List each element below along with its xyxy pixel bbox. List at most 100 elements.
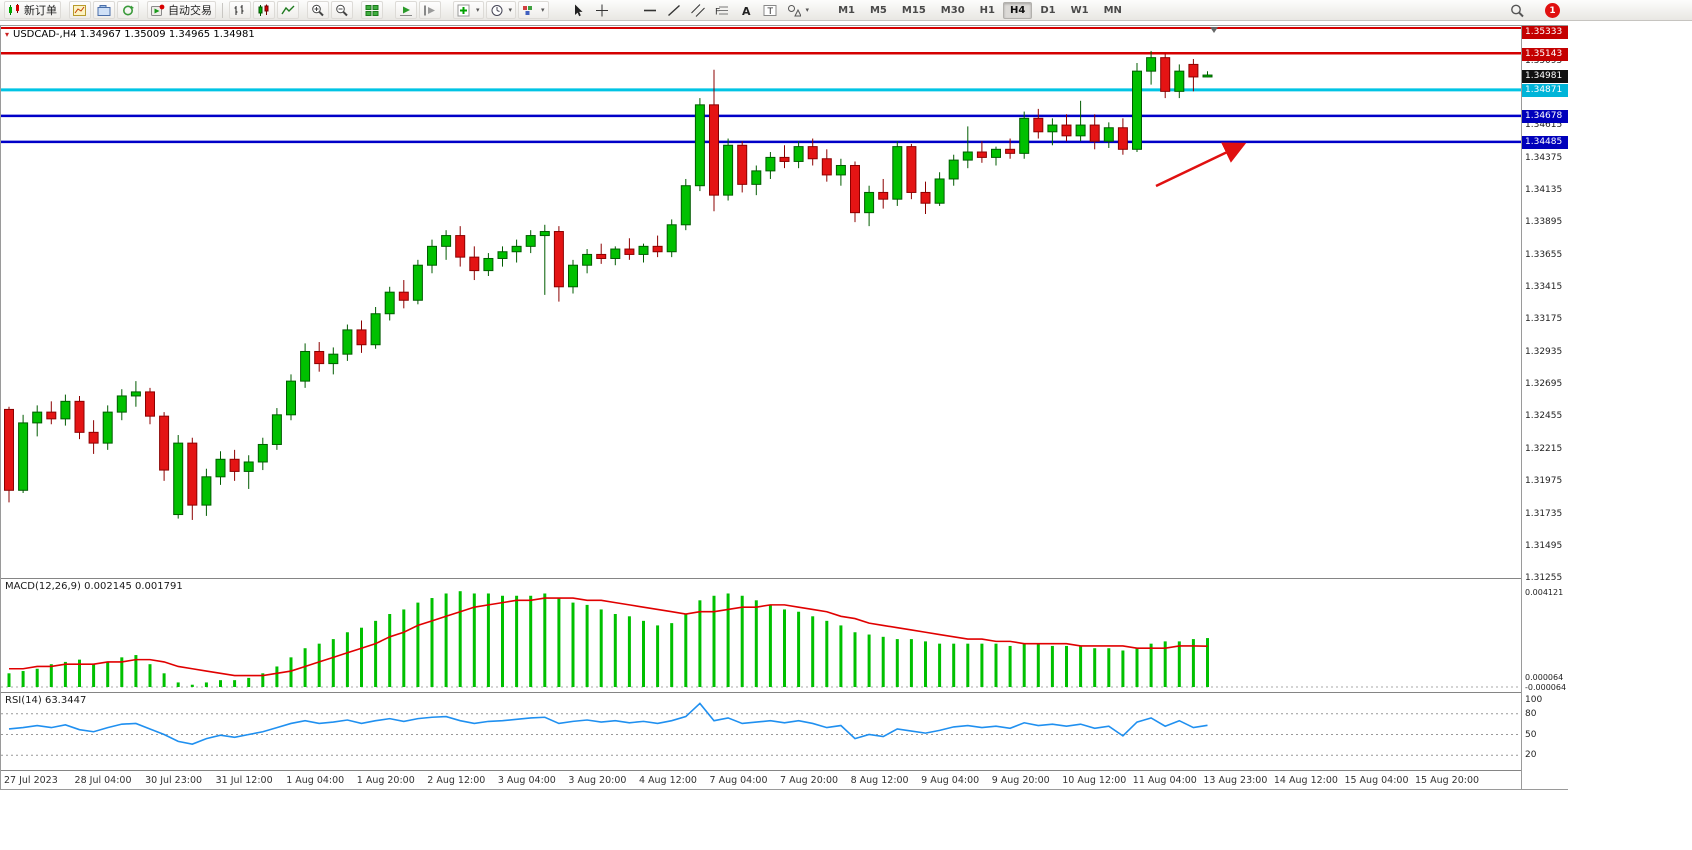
periods-clock-icon — [491, 4, 503, 16]
profiles-button[interactable] — [93, 1, 115, 19]
price-label: 1.31975 — [1525, 476, 1563, 487]
tf-button-m1[interactable]: M1 — [838, 4, 855, 16]
new-order-icon — [9, 4, 19, 15]
horizontal-line-button[interactable] — [639, 1, 661, 19]
price-label: 1.33895 — [1525, 217, 1563, 228]
crosshair-button[interactable] — [591, 1, 613, 19]
rsi-canvas[interactable] — [1, 693, 1521, 769]
candlestick-chart-button[interactable] — [253, 1, 275, 19]
price-axis[interactable]: 1.350951.348551.346151.343751.341351.338… — [1521, 26, 1568, 789]
text-label-button[interactable]: T — [759, 1, 781, 19]
auto-scroll-button[interactable] — [395, 1, 417, 19]
new-chart-button[interactable] — [69, 1, 91, 19]
objects-icon — [787, 4, 801, 16]
tf-button-d1[interactable]: D1 — [1040, 4, 1056, 16]
timeframe-group: M1 M5 M15 M30 H1 H4 D1 W1 MN — [831, 1, 1129, 19]
refresh-icon — [123, 5, 134, 15]
time-label: 28 Jul 04:00 — [74, 775, 132, 786]
search-button[interactable] — [1506, 2, 1529, 20]
time-label: 30 Jul 23:00 — [145, 775, 203, 786]
price-label: 1.34135 — [1525, 185, 1563, 196]
tf-button-h4[interactable]: H4 — [1002, 1, 1033, 19]
price-label: 1.32695 — [1525, 379, 1563, 390]
text-tool-button[interactable]: A — [735, 1, 757, 19]
price-label: 1.33655 — [1525, 249, 1563, 260]
tf-button-h1[interactable]: H1 — [979, 4, 995, 16]
price-label: 1.31735 — [1525, 508, 1563, 519]
time-label: 9 Aug 20:00 — [991, 775, 1050, 786]
cursor-icon — [574, 4, 583, 16]
price-label: 1.34615 — [1525, 120, 1563, 131]
price-label: 1.33175 — [1525, 314, 1563, 325]
autotrading-button[interactable]: 自动交易 — [147, 1, 216, 19]
main-chart-canvas[interactable] — [1, 26, 1521, 577]
macd-panel[interactable]: MACD(12,26,9) 0.002145 0.001791 — [1, 579, 1521, 693]
zoom-in-icon — [312, 4, 324, 16]
tf-button-mn[interactable]: MN — [1103, 4, 1122, 16]
macd-canvas[interactable] — [1, 579, 1521, 691]
autotrading-icon — [151, 4, 165, 16]
price-label: 1.34375 — [1525, 152, 1563, 163]
chart-shift-button[interactable] — [419, 1, 441, 19]
price-label: 1.32455 — [1525, 411, 1563, 422]
rsi-label: RSI(14) 63.3447 — [5, 695, 87, 706]
time-label: 4 Aug 12:00 — [638, 775, 697, 786]
line-chart-button[interactable] — [277, 1, 299, 19]
price-badge: 1.34678 — [1522, 110, 1568, 124]
time-label: 7 Aug 20:00 — [780, 775, 839, 786]
tf-button-m5[interactable]: M5 — [869, 4, 887, 16]
trendline-button[interactable] — [663, 1, 685, 19]
new-order-button[interactable]: 新订单 — [4, 1, 61, 19]
zoom-out-button[interactable] — [331, 1, 353, 19]
rsi-axis-label: 50 — [1525, 729, 1537, 740]
templates-icon — [523, 5, 533, 15]
tf-button-w1[interactable]: W1 — [1070, 4, 1089, 16]
chart-window: ▾ USDCAD-,H4 1.34967 1.35009 1.34965 1.3… — [0, 25, 1568, 790]
indicators-icon — [457, 4, 470, 16]
line-chart-icon — [281, 5, 295, 14]
svg-text:T: T — [766, 7, 773, 17]
bar-chart-button[interactable] — [229, 1, 251, 19]
time-label: 27 Jul 2023 — [4, 775, 58, 786]
zoom-in-button[interactable] — [307, 1, 329, 19]
price-badge: 1.34981 — [1522, 69, 1568, 83]
new-chart-icon — [73, 4, 86, 16]
macd-label: MACD(12,26,9) 0.002145 0.001791 — [5, 581, 183, 592]
candlestick-chart-icon — [258, 4, 269, 16]
time-axis[interactable]: 27 Jul 2023 28 Jul 04:00 30 Jul 23:00 31 Ju… — [1, 771, 1521, 790]
tile-windows-button[interactable] — [361, 1, 383, 19]
time-label: 1 Aug 20:00 — [356, 775, 415, 786]
periods-button[interactable] — [485, 1, 517, 19]
notification-badge[interactable]: 1 — [1545, 3, 1560, 18]
refresh-button[interactable] — [117, 1, 139, 19]
objects-button[interactable] — [783, 1, 814, 19]
crosshair-icon — [595, 4, 608, 16]
price-badge: 1.35143 — [1522, 47, 1568, 61]
rsi-panel[interactable]: RSI(14) 63.3447 — [1, 693, 1521, 771]
toolbar-right-cluster: 1 — [1506, 0, 1560, 21]
cursor-button[interactable] — [567, 1, 589, 19]
time-label: 9 Aug 04:00 — [921, 775, 980, 786]
indicators-button[interactable] — [453, 1, 484, 19]
tf-button-m30[interactable]: M30 — [940, 4, 965, 16]
templates-button[interactable] — [518, 1, 549, 19]
chart-shift-marker-icon — [1210, 27, 1218, 33]
search-icon — [1511, 4, 1524, 17]
annotation-arrow[interactable] — [1155, 142, 1247, 188]
main-chart[interactable]: ▾ USDCAD-,H4 1.34967 1.35009 1.34965 1.3… — [1, 26, 1521, 579]
price-badge: 1.34485 — [1522, 136, 1568, 150]
tf-button-m15[interactable]: M15 — [901, 4, 926, 16]
time-label: 14 Aug 12:00 — [1273, 775, 1338, 786]
chart-symbol-icon: ▾ — [5, 29, 10, 39]
notification-count: 1 — [1549, 5, 1556, 16]
time-label: 10 Aug 12:00 — [1062, 775, 1127, 786]
profiles-icon — [97, 4, 111, 16]
time-label: 15 Aug 04:00 — [1344, 775, 1409, 786]
channel-button[interactable] — [687, 1, 709, 19]
new-order-label: 新订单 — [24, 4, 57, 17]
svg-text:F: F — [715, 7, 720, 17]
text-tool-icon: A — [742, 5, 751, 17]
time-label: 31 Jul 12:00 — [215, 775, 273, 786]
macd-axis-label: 0.004121 — [1525, 588, 1564, 597]
fibonacci-button[interactable]: F — [711, 1, 733, 19]
